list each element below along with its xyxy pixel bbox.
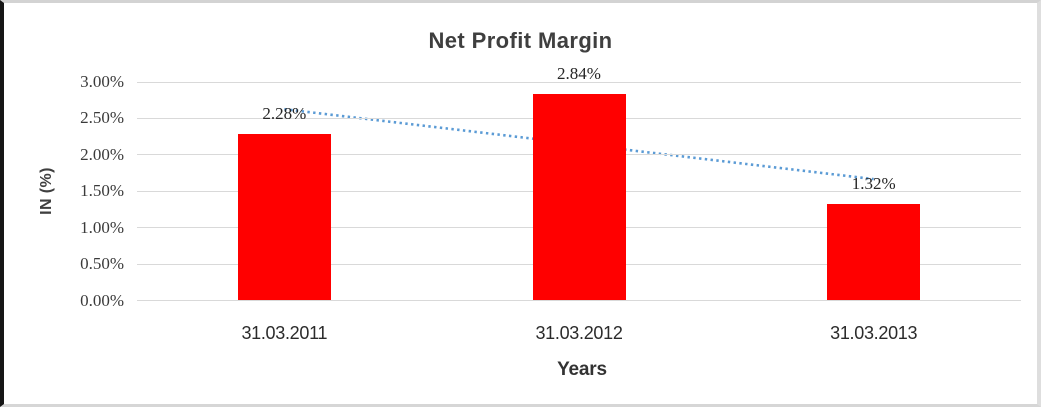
y-tick-label: 0.50% bbox=[80, 254, 124, 274]
bar-value-label: 2.84% bbox=[557, 63, 601, 83]
x-tick-label: 31.03.2012 bbox=[535, 323, 623, 343]
bar bbox=[532, 93, 626, 301]
bar bbox=[827, 204, 921, 301]
y-tick-label: 2.00% bbox=[80, 144, 124, 164]
x-tick-label: 31.03.2011 bbox=[241, 323, 328, 343]
gridline bbox=[137, 300, 1021, 301]
gridline bbox=[137, 81, 1021, 83]
y-tick-label: 1.50% bbox=[80, 181, 124, 201]
chart-title: Net Profit Margin bbox=[428, 28, 613, 53]
bar-value-label: 1.32% bbox=[851, 174, 896, 194]
y-tick-label: 3.00% bbox=[80, 72, 124, 91]
x-axis-title: Years bbox=[557, 359, 607, 380]
x-tick-label: 31.03.2013 bbox=[830, 323, 918, 343]
y-tick-label: 0.00% bbox=[80, 290, 124, 310]
bar bbox=[237, 134, 331, 301]
y-tick-label: 1.00% bbox=[80, 217, 124, 237]
bar-value-label: 2.28% bbox=[262, 104, 307, 124]
y-tick-label: 2.50% bbox=[80, 108, 124, 128]
